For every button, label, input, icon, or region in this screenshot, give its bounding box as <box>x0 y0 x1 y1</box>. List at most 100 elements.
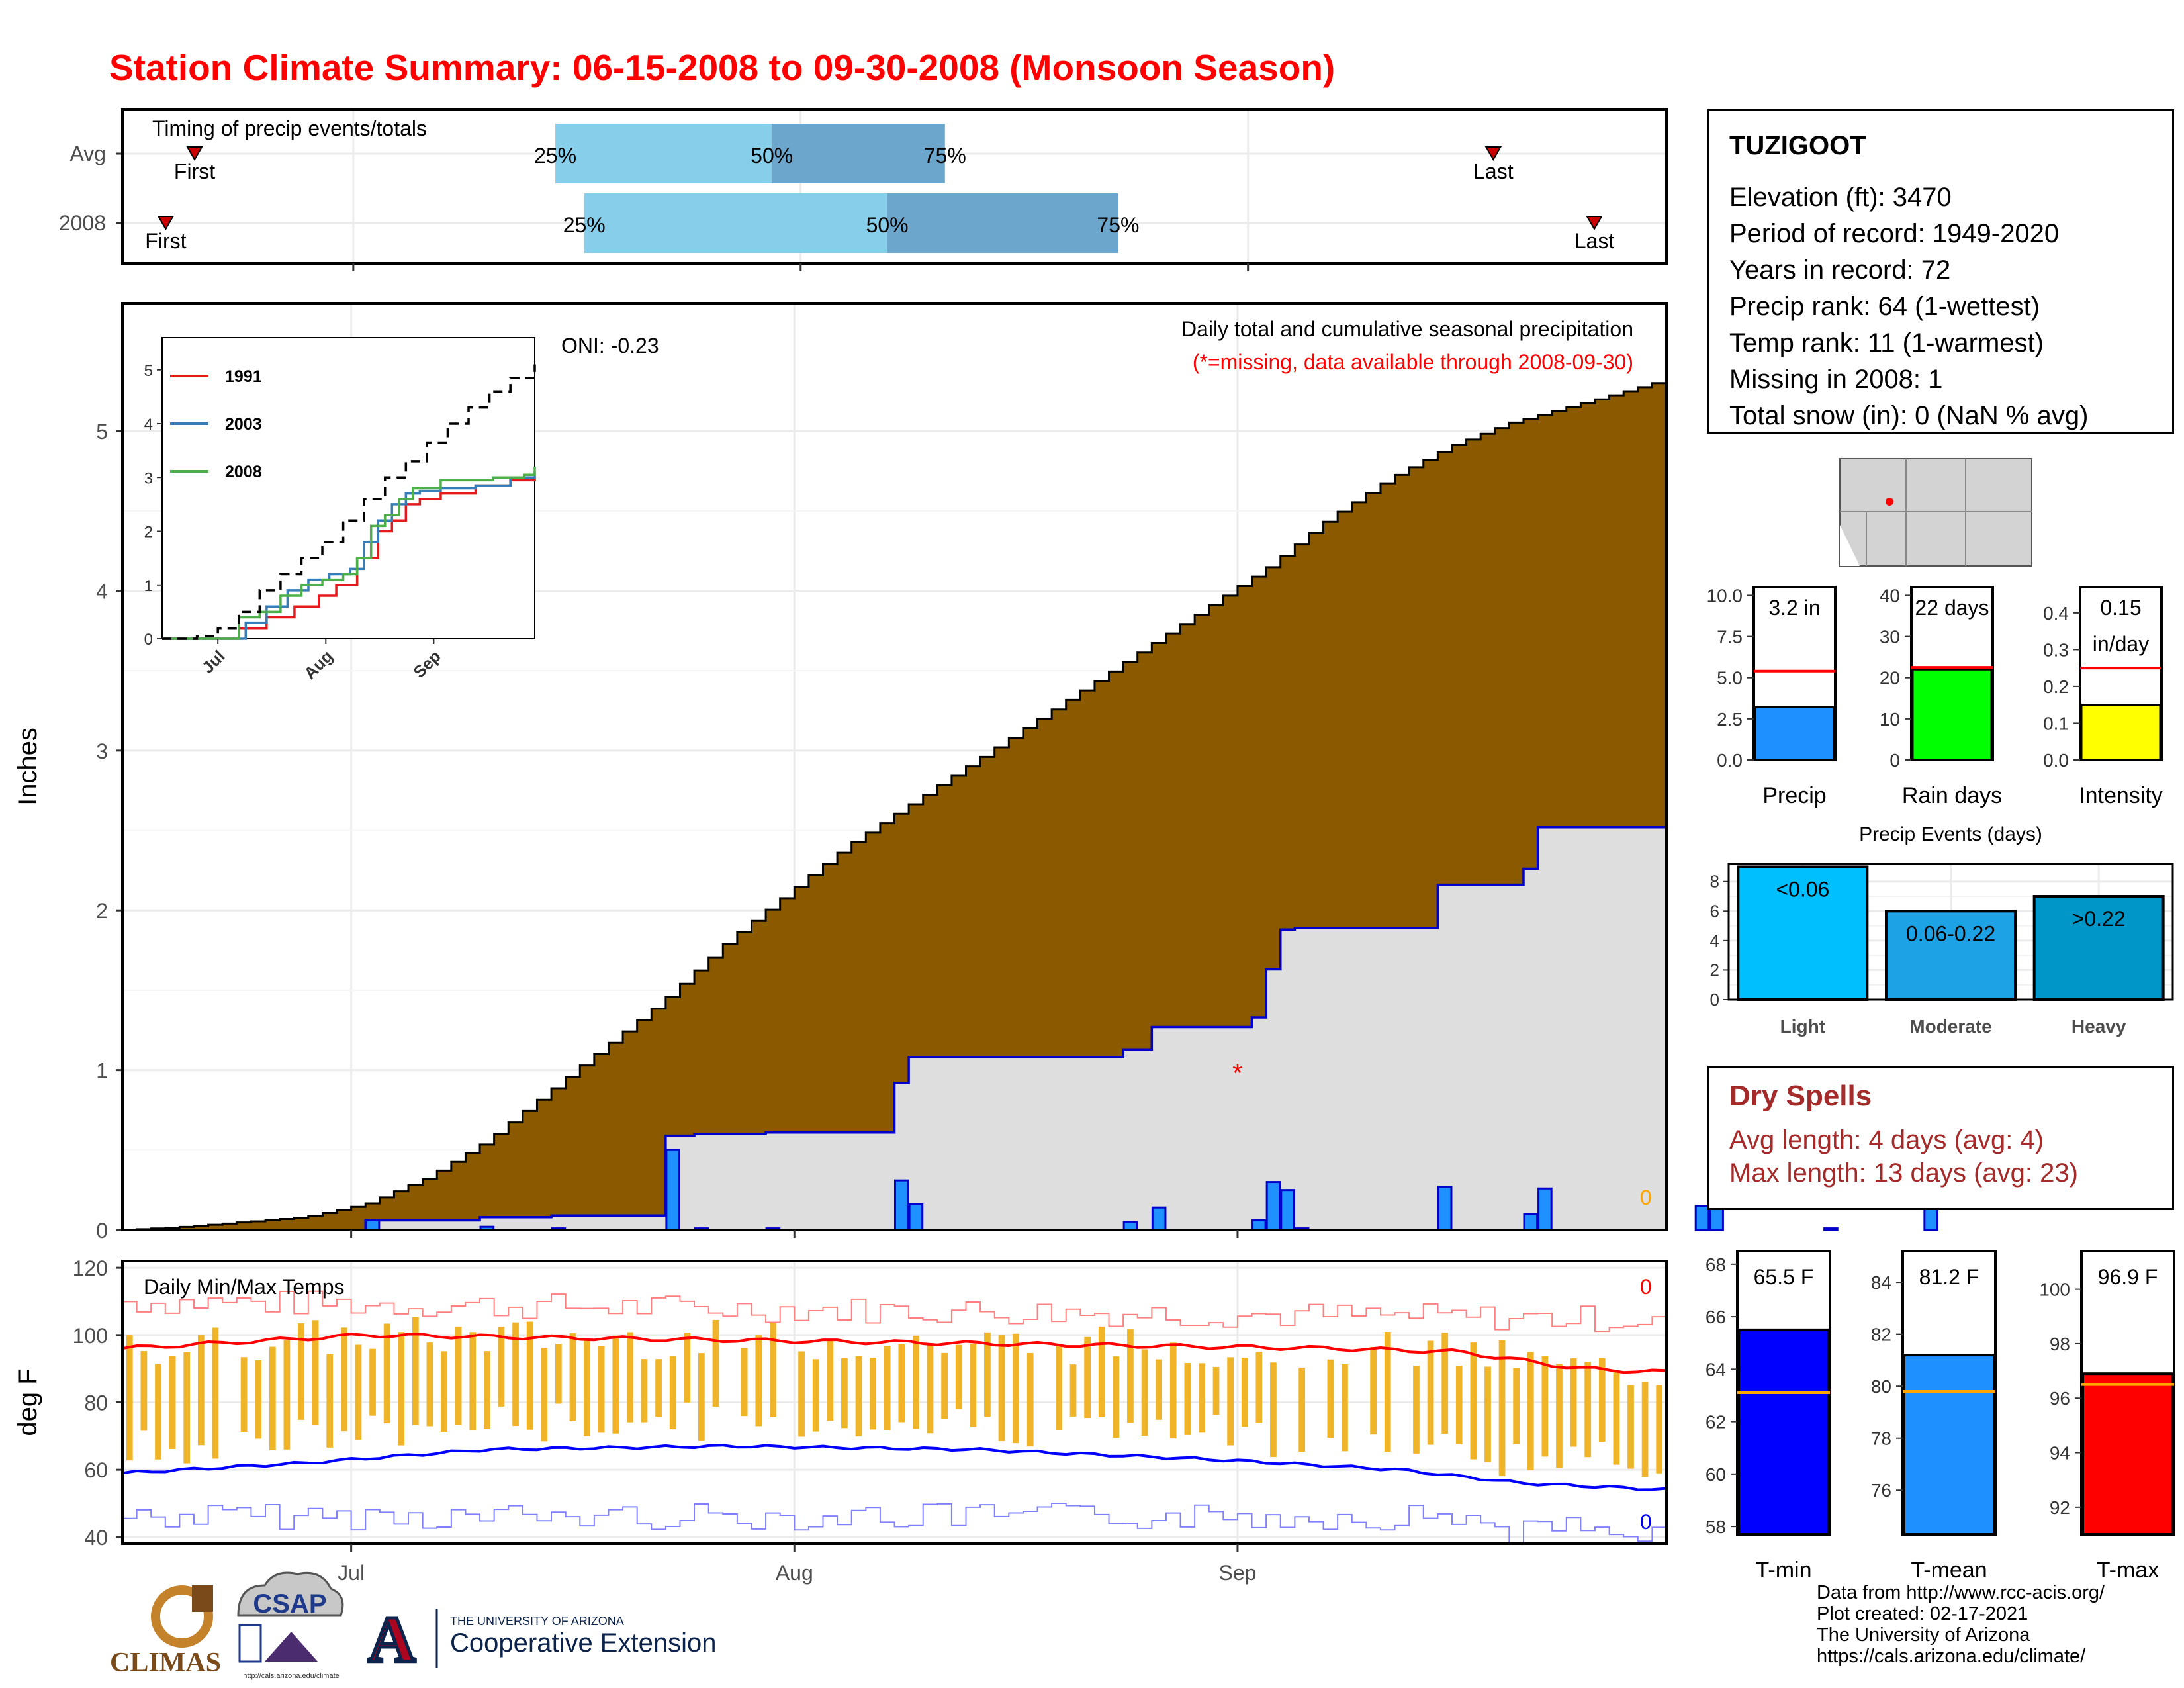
temp-gauge-fill <box>1903 1354 1995 1536</box>
daily-temp-bar <box>770 1322 776 1417</box>
station-location-marker <box>1886 498 1893 506</box>
ua-logo-bg <box>361 1609 424 1668</box>
daily-temp-bar <box>526 1321 533 1430</box>
credit-created: Plot created: 02-17-2021 <box>1817 1603 2028 1624</box>
daily-temp-bar <box>755 1335 762 1427</box>
ua-logo-line2: Cooperative Extension <box>450 1628 716 1658</box>
temp-gauge-tick-label: 78 <box>1871 1429 1891 1449</box>
inset-legend-label: 2003 <box>225 415 262 434</box>
daily-temp-bar <box>984 1332 991 1417</box>
temp-gauge-tick-label: 80 <box>1871 1376 1891 1397</box>
gauge-label: Intensity <box>2079 783 2163 808</box>
daily-temp-bar <box>641 1359 648 1423</box>
daily-temp-bar <box>1370 1346 1377 1435</box>
station-temp-rank: Temp rank: 11 (1-warmest) <box>1729 328 2044 357</box>
gauge-tick-label: 0.1 <box>2043 713 2069 733</box>
temp-gauge-fill <box>2081 1372 2174 1536</box>
temp-gauge-label: T-min <box>1756 1558 1812 1583</box>
dry-spells-avg: Avg length: 4 days (avg: 4) <box>1729 1125 2044 1154</box>
daily-temp-bar <box>1141 1349 1148 1436</box>
daily-temp-bar <box>369 1348 376 1416</box>
timing-last-marker <box>1586 216 1603 230</box>
daily-temp-bar <box>1013 1333 1019 1444</box>
events-border <box>1727 863 2174 1001</box>
temp-y-tick-label: 100 <box>73 1324 108 1348</box>
timing-last-label: Last <box>1473 160 1514 183</box>
daily-temp-bar <box>498 1327 505 1407</box>
temp-y-tick-label: 120 <box>73 1256 108 1280</box>
gauge-tick-label: 5.0 <box>1717 668 1743 688</box>
daily-temp-bar <box>1227 1357 1234 1446</box>
logos: CLIMAS CSAP http://cals.arizona.edu/climat… <box>110 1571 716 1680</box>
temp-gauges: 68 66 64 62 60 58 65.5 F T-min 84 82 80 78 76 81.2 F T… <box>1706 1250 2175 1583</box>
temp-gauge-tick-label: 58 <box>1706 1517 1726 1537</box>
temp-gauge-tick-label: 92 <box>2050 1497 2070 1518</box>
season-gauges: 10.0 7.5 5.0 2.5 0.0 3.2 in Precip 40 30 20 10 0 22 … <box>1707 585 2163 808</box>
daily-temp-bar <box>712 1319 719 1407</box>
daily-temp-bar <box>269 1346 276 1450</box>
gauge-tick-label: 30 <box>1880 627 1900 647</box>
daily-temp-bar <box>441 1351 447 1432</box>
inset-avg-line <box>162 364 536 640</box>
inset-series-line <box>162 467 536 640</box>
timing-bar-q25-q50 <box>555 124 772 183</box>
gauge-tick-label: 10.0 <box>1707 585 1743 606</box>
daily-temp-bar <box>1584 1362 1592 1458</box>
station-missing: Missing in 2008: 1 <box>1729 365 1943 394</box>
csap-cloud-logo <box>237 1571 344 1617</box>
missing-count: 0 <box>1640 1186 1652 1209</box>
daily-temp-bar <box>927 1344 934 1434</box>
station-precip-rank: Precip rank: 64 (1-wettest) <box>1729 292 2040 321</box>
station-snow: Total snow (in): 0 (NaN % avg) <box>1729 401 2089 430</box>
daily-temp-bar <box>283 1340 291 1450</box>
events-category-label: Light <box>1780 1016 1825 1037</box>
daily-temp-bar <box>1641 1382 1649 1477</box>
timing-last-marker <box>1484 146 1502 161</box>
daily-temp-bar <box>1026 1352 1034 1447</box>
temp-gauge-tick-label: 68 <box>1706 1254 1726 1275</box>
daily-temp-bar <box>426 1342 433 1427</box>
daily-temp-bar <box>884 1346 891 1430</box>
daily-temp-bar <box>1270 1362 1277 1458</box>
daily-temp-bar <box>855 1356 862 1437</box>
observed-cumulative-area <box>122 827 1666 1230</box>
daily-temp-bar <box>898 1344 905 1423</box>
dry-spells-max: Max length: 13 days (avg: 23) <box>1729 1158 2078 1188</box>
daily-temp-bar <box>698 1353 705 1441</box>
timing-first-marker <box>186 146 203 161</box>
daily-temp-bar <box>469 1332 477 1430</box>
inset-legend-label: 2008 <box>225 463 262 481</box>
precip-y-tick-label: 3 <box>96 739 108 763</box>
page-title: Station Climate Summary: 06-15-2008 to 0… <box>109 47 1336 88</box>
inset-y-tick-label: 3 <box>144 469 153 487</box>
timing-first-marker <box>157 216 175 230</box>
timing-last-label: Last <box>1574 229 1615 253</box>
csap-url-text: http://cals.arizona.edu/climate <box>243 1672 340 1680</box>
dry-spells-box: Dry Spells Avg length: 4 days (avg: 4) M… <box>1707 1066 2174 1210</box>
events-panel: Precip Events (days) <0.06 Light 0.06-0.22 M… <box>1710 823 2174 1037</box>
daily-temp-bar <box>355 1344 362 1440</box>
gauge-tick-label: 0.0 <box>2043 750 2069 771</box>
daily-temp-bar <box>1627 1385 1634 1469</box>
daily-temp-bar <box>1527 1352 1534 1470</box>
timing-title: Timing of precip events/totals <box>152 117 427 140</box>
daily-temp-bar <box>383 1323 390 1424</box>
credit-source: Data from http://www.rcc-acis.org/ <box>1817 1582 2105 1603</box>
gauge-tick-label: 10 <box>1880 709 1900 729</box>
daily-temp-bar <box>298 1323 304 1420</box>
timing-first-label: First <box>145 229 186 253</box>
inset-y-tick-label: 0 <box>144 631 153 649</box>
gauge-tick-label: 0.0 <box>1717 750 1743 771</box>
climas-logo-shape <box>192 1585 213 1612</box>
daily-temp-bar <box>1298 1367 1306 1452</box>
daily-precip-bar <box>1523 1213 1539 1231</box>
daily-temp-bar <box>1427 1340 1434 1445</box>
temp-gauge-tick-label: 60 <box>1706 1464 1726 1485</box>
csap-logo-text: CSAP <box>253 1589 326 1618</box>
gauge-tick-label: 20 <box>1880 668 1900 688</box>
daily-precip-bar <box>1694 1205 1710 1231</box>
daily-temp-bar <box>240 1357 248 1432</box>
temp-y-tick-label: 60 <box>84 1458 108 1482</box>
precip-y-tick-label: 4 <box>96 579 108 603</box>
